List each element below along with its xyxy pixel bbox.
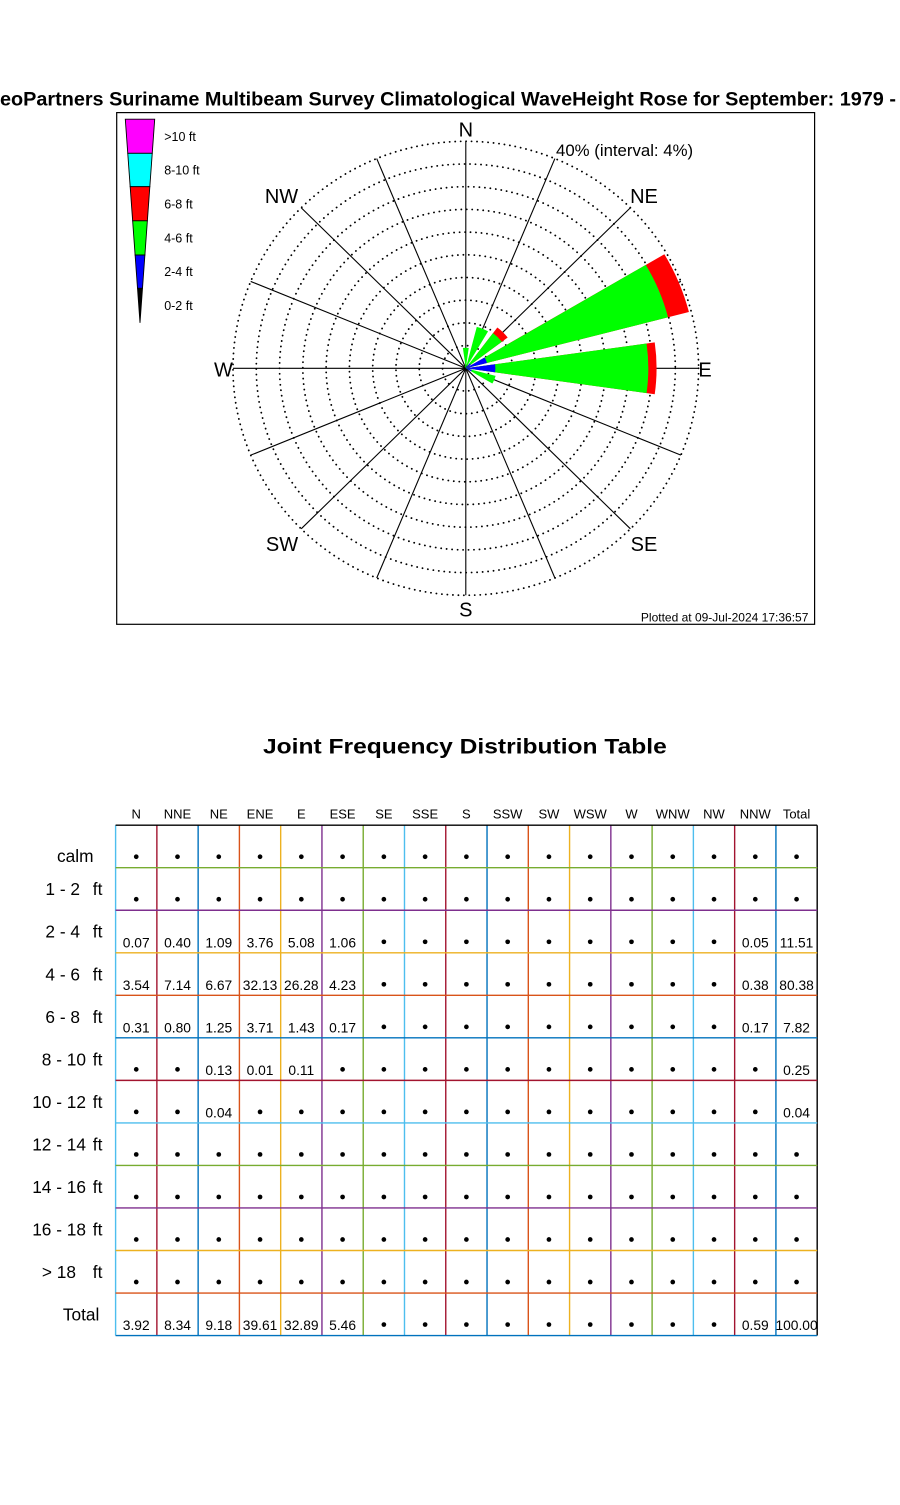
svg-text:SE: SE (375, 807, 393, 822)
svg-text:WNW: WNW (656, 807, 691, 822)
svg-text:0.31: 0.31 (123, 1020, 150, 1035)
svg-text:26.28: 26.28 (284, 978, 319, 993)
svg-text:ft: ft (93, 1134, 103, 1154)
svg-text:7.14: 7.14 (164, 978, 191, 993)
svg-text:1.25: 1.25 (205, 1020, 232, 1035)
svg-text:16 - 18: 16 - 18 (32, 1219, 86, 1239)
svg-text:SSW: SSW (493, 807, 523, 822)
svg-text:ft: ft (93, 1007, 103, 1027)
svg-text:32.89: 32.89 (284, 1318, 319, 1333)
svg-text:3.54: 3.54 (123, 978, 150, 993)
svg-text:NE: NE (210, 807, 228, 822)
svg-text:0.04: 0.04 (205, 1106, 232, 1121)
svg-text:1.43: 1.43 (288, 1020, 315, 1035)
svg-text:ft: ft (93, 1262, 103, 1282)
svg-text:0.17: 0.17 (329, 1020, 356, 1035)
svg-text:ft: ft (93, 922, 103, 942)
svg-text:5.08: 5.08 (288, 935, 315, 950)
svg-text:0.11: 0.11 (288, 1063, 314, 1078)
svg-text:80.38: 80.38 (779, 978, 814, 993)
svg-text:ft: ft (93, 879, 103, 899)
svg-text:3.76: 3.76 (247, 935, 274, 950)
svg-text:>10 ft: >10 ft (164, 130, 196, 144)
svg-text:SE: SE (631, 534, 658, 556)
svg-text:1.09: 1.09 (205, 935, 232, 950)
svg-text:32.13: 32.13 (243, 978, 278, 993)
svg-text:7.82: 7.82 (783, 1020, 810, 1035)
svg-text:0.80: 0.80 (164, 1020, 191, 1035)
svg-text:0.05: 0.05 (742, 935, 769, 950)
svg-text:1.06: 1.06 (329, 935, 356, 950)
svg-text:8.34: 8.34 (164, 1318, 191, 1333)
svg-text:calm: calm (57, 846, 94, 866)
svg-text:2-4 ft: 2-4 ft (164, 265, 193, 279)
svg-text:2 - 4: 2 - 4 (45, 922, 80, 942)
svg-text:NW: NW (265, 186, 298, 208)
svg-text:5.46: 5.46 (329, 1318, 356, 1333)
svg-text:NNW: NNW (740, 807, 772, 822)
svg-text:10 - 12: 10 - 12 (32, 1092, 86, 1112)
svg-text:0.59: 0.59 (742, 1318, 769, 1333)
svg-text:ft: ft (93, 1219, 103, 1239)
svg-text:SW: SW (266, 534, 298, 556)
svg-text:0.38: 0.38 (742, 978, 769, 993)
svg-text:E: E (698, 360, 711, 382)
svg-text:GeoPartners Suriname Multibeam: GeoPartners Suriname Multibeam Survey Cl… (0, 89, 900, 111)
svg-text:SSE: SSE (412, 807, 438, 822)
svg-text:ft: ft (93, 1177, 103, 1197)
svg-text:0-2 ft: 0-2 ft (164, 299, 193, 313)
svg-text:ESE: ESE (330, 807, 356, 822)
svg-text:Plotted at 09-Jul-2024 17:36:5: Plotted at 09-Jul-2024 17:36:57 (641, 611, 809, 625)
svg-text:0.07: 0.07 (123, 935, 150, 950)
svg-text:6 - 8: 6 - 8 (45, 1007, 80, 1027)
svg-text:0.40: 0.40 (164, 935, 191, 950)
svg-text:11.51: 11.51 (780, 935, 814, 950)
svg-text:> 18: > 18 (42, 1262, 76, 1282)
svg-text:S: S (459, 600, 472, 622)
svg-text:ft: ft (93, 964, 103, 984)
svg-text:8-10 ft: 8-10 ft (164, 164, 200, 178)
svg-text:4-6 ft: 4-6 ft (164, 231, 193, 245)
svg-text:39.61: 39.61 (243, 1318, 278, 1333)
svg-text:WSW: WSW (574, 807, 608, 822)
svg-text:12 - 14: 12 - 14 (32, 1134, 86, 1154)
svg-text:14 - 16: 14 - 16 (32, 1177, 86, 1197)
svg-text:3.92: 3.92 (123, 1318, 150, 1333)
svg-text:6.67: 6.67 (205, 978, 232, 993)
svg-text:S: S (462, 807, 471, 822)
svg-text:W: W (625, 807, 638, 822)
svg-text:ft: ft (93, 1092, 103, 1112)
svg-text:6-8 ft: 6-8 ft (164, 197, 193, 211)
svg-text:SW: SW (538, 807, 560, 822)
svg-text:100.00: 100.00 (775, 1318, 818, 1333)
svg-text:ENE: ENE (247, 807, 274, 822)
svg-text:Joint Frequency Distribution T: Joint Frequency Distribution Table (263, 734, 667, 758)
svg-text:N: N (132, 807, 141, 822)
svg-text:Total: Total (783, 807, 811, 822)
svg-text:E: E (297, 807, 306, 822)
svg-text:0.04: 0.04 (783, 1106, 810, 1121)
svg-text:40% (interval: 4%): 40% (interval: 4%) (556, 141, 693, 160)
svg-text:NE: NE (630, 186, 658, 208)
svg-text:9.18: 9.18 (205, 1318, 232, 1333)
svg-text:0.25: 0.25 (783, 1063, 810, 1078)
svg-text:8 - 10: 8 - 10 (42, 1049, 86, 1069)
svg-text:N: N (459, 119, 473, 141)
svg-text:0.17: 0.17 (742, 1020, 769, 1035)
svg-text:3.71: 3.71 (247, 1020, 274, 1035)
svg-text:NNE: NNE (164, 807, 192, 822)
svg-text:Total: Total (63, 1305, 100, 1325)
svg-text:0.01: 0.01 (247, 1063, 274, 1078)
svg-text:W: W (214, 360, 233, 382)
svg-text:ft: ft (93, 1049, 103, 1069)
svg-text:1 - 2: 1 - 2 (45, 879, 80, 899)
svg-text:0.13: 0.13 (205, 1063, 232, 1078)
svg-text:NW: NW (703, 807, 725, 822)
svg-text:4 - 6: 4 - 6 (45, 964, 80, 984)
svg-text:4.23: 4.23 (329, 978, 356, 993)
